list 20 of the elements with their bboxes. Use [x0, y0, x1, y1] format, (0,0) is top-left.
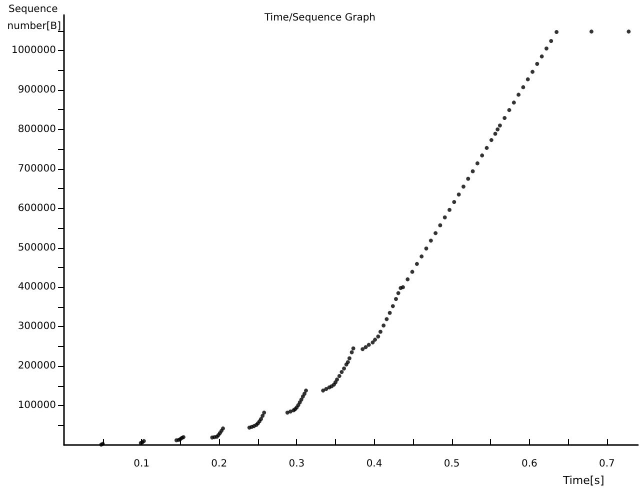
y-tick-label: 200000 [18, 360, 56, 372]
y-tick-label: 100000 [18, 400, 56, 412]
y-tick-label: 900000 [18, 84, 56, 96]
x-axis-title: Time[s] [562, 474, 604, 487]
y-axis-title: Sequence number[B] [7, 4, 62, 32]
x-tick-label: 0.3 [288, 458, 305, 470]
y-tick-label: 1000000 [11, 45, 56, 56]
x-tick-label: 0.4 [366, 458, 382, 470]
x-tick-label: 0.7 [599, 458, 615, 470]
y-tick-label: 800000 [18, 124, 56, 135]
x-tick-label: 0.6 [521, 458, 538, 470]
y-tick-label: 400000 [18, 282, 56, 293]
y-tick-label: 600000 [18, 202, 56, 214]
x-tick-label: 0.2 [211, 458, 228, 470]
y-tick-label: 700000 [18, 163, 56, 174]
y-tick-label: 300000 [18, 321, 56, 332]
chart-title: Time/Sequence Graph [263, 12, 376, 24]
x-tick-label: 0.5 [444, 458, 460, 470]
x-tick-label: 0.1 [134, 458, 150, 470]
y-tick-label: 500000 [18, 242, 56, 254]
